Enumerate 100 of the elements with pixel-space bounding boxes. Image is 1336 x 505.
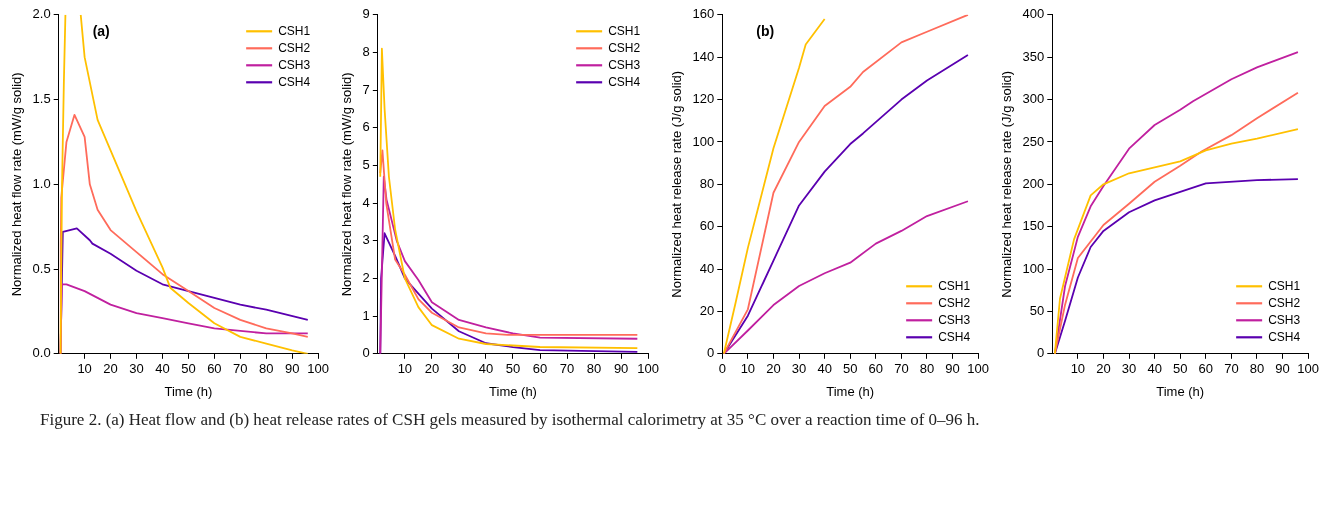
x-tick-label: 100 bbox=[1297, 361, 1320, 377]
x-tick-label: 50 bbox=[842, 361, 858, 377]
x-tick-label: 90 bbox=[1275, 361, 1290, 377]
y-tick-label: 2 bbox=[362, 270, 370, 286]
legend-label: CSH3 bbox=[608, 57, 641, 72]
y-tick-label: 7 bbox=[362, 81, 370, 97]
y-tick-label: 40 bbox=[699, 260, 715, 276]
x-tick-label: 80 bbox=[586, 361, 602, 377]
x-tick-label: 60 bbox=[207, 361, 222, 377]
legend-label: CSH2 bbox=[938, 295, 971, 310]
x-axis-title: Time (h) bbox=[1156, 383, 1205, 399]
y-tick-label: 9 bbox=[362, 6, 370, 22]
caption: Figure 2. (a) Heat flow and (b) heat release rates of CSH gels measured by isothermal calorimetry at 35 °C over a reaction time of 0–96 h. bbox=[39, 409, 981, 431]
annotation: (b) bbox=[756, 22, 775, 39]
y-tick-label: 1.5 bbox=[32, 91, 51, 107]
x-axis-title: Time (h) bbox=[826, 383, 875, 399]
x-tick-label: 40 bbox=[155, 361, 170, 377]
y-tick-label: 60 bbox=[699, 218, 715, 234]
y-axis-title: Normalized heat flow rate (mW/g solid) bbox=[9, 72, 25, 297]
y-tick-label: 1 bbox=[362, 307, 370, 323]
x-tick-label: 60 bbox=[868, 361, 884, 377]
legend-label: CSH4 bbox=[1268, 329, 1301, 344]
y-axis-title: Normalized heat release rate (J/g solid) bbox=[999, 70, 1015, 298]
y-tick-label: 140 bbox=[692, 48, 715, 64]
x-tick-label: 30 bbox=[451, 361, 467, 377]
y-tick-label: 0.0 bbox=[32, 345, 51, 361]
y-tick-label: 350 bbox=[1022, 48, 1045, 64]
y-tick-label: 300 bbox=[1022, 91, 1045, 107]
legend-label: CSH2 bbox=[1268, 295, 1301, 310]
x-axis-title: Time (h) bbox=[164, 383, 213, 399]
y-tick-label: 5 bbox=[362, 157, 370, 173]
y-tick-label: 100 bbox=[1022, 260, 1045, 276]
x-tick-label: 100 bbox=[967, 361, 990, 377]
y-tick-label: 0.5 bbox=[32, 260, 51, 276]
y-tick-label: 0 bbox=[707, 345, 715, 361]
x-tick-label: 20 bbox=[103, 361, 118, 377]
x-tick-label: 40 bbox=[1147, 361, 1162, 377]
y-axis-title: Normalized heat flow rate (mW/g solid) bbox=[339, 72, 355, 297]
x-tick-label: 50 bbox=[505, 361, 521, 377]
x-tick-label: 10 bbox=[740, 361, 756, 377]
x-tick-label: 10 bbox=[77, 361, 92, 377]
x-tick-label: 10 bbox=[1070, 361, 1086, 377]
y-axis-title: Normalized heat release rate (J/g solid) bbox=[669, 70, 685, 298]
legend-label: CSH2 bbox=[608, 40, 641, 55]
x-tick-label: 20 bbox=[1096, 361, 1111, 377]
legend-label: CSH3 bbox=[278, 57, 311, 72]
legend-label: CSH3 bbox=[1268, 312, 1301, 327]
x-tick-label: 20 bbox=[424, 361, 440, 377]
x-tick-label: 60 bbox=[1198, 361, 1214, 377]
x-tick-label: 40 bbox=[478, 361, 494, 377]
y-tick-label: 0 bbox=[362, 345, 370, 361]
x-tick-label: 60 bbox=[532, 361, 548, 377]
y-tick-label: 3 bbox=[362, 232, 370, 248]
y-tick-label: 250 bbox=[1022, 133, 1045, 149]
x-tick-label: 80 bbox=[259, 361, 274, 377]
x-tick-label: 30 bbox=[1121, 361, 1137, 377]
x-tick-label: 70 bbox=[233, 361, 248, 377]
y-tick-label: 50 bbox=[1029, 303, 1045, 318]
legend-label: CSH1 bbox=[1268, 278, 1301, 293]
y-tick-label: 160 bbox=[692, 6, 715, 22]
x-tick-label: 100 bbox=[637, 361, 660, 377]
x-tick-label: 30 bbox=[791, 361, 807, 377]
y-tick-label: 8 bbox=[362, 44, 370, 60]
x-tick-label: 50 bbox=[1172, 361, 1188, 377]
x-tick-label: 90 bbox=[613, 361, 629, 377]
y-tick-label: 80 bbox=[699, 175, 715, 191]
x-tick-label: 50 bbox=[181, 361, 196, 377]
x-tick-label: 80 bbox=[1249, 361, 1265, 377]
y-tick-label: 400 bbox=[1022, 6, 1045, 22]
legend-label: CSH2 bbox=[278, 40, 311, 55]
x-tick-label: 70 bbox=[559, 361, 575, 377]
y-tick-label: 4 bbox=[362, 194, 370, 210]
y-tick-label: 200 bbox=[1022, 175, 1045, 191]
y-tick-label: 6 bbox=[362, 119, 370, 135]
x-tick-label: 70 bbox=[894, 361, 909, 377]
legend-label: CSH1 bbox=[608, 23, 641, 38]
y-tick-label: 2.0 bbox=[32, 6, 51, 22]
x-tick-label: 80 bbox=[919, 361, 935, 377]
y-tick-label: 1.0 bbox=[32, 175, 51, 191]
x-tick-label: 90 bbox=[284, 361, 300, 377]
y-tick-label: 150 bbox=[1022, 218, 1045, 234]
legend-label: CSH3 bbox=[938, 312, 971, 327]
x-tick-label: 0 bbox=[718, 361, 726, 377]
annotation: (a) bbox=[92, 22, 110, 39]
x-tick-label: 10 bbox=[397, 361, 413, 377]
x-tick-label: 30 bbox=[129, 361, 144, 377]
x-tick-label: 90 bbox=[945, 361, 960, 377]
y-tick-label: 120 bbox=[692, 91, 715, 107]
legend-label: CSH4 bbox=[608, 74, 641, 89]
x-axis-title: Time (h) bbox=[489, 383, 537, 399]
y-tick-label: 20 bbox=[699, 303, 715, 318]
y-tick-label: 100 bbox=[692, 133, 715, 149]
x-tick-label: 40 bbox=[817, 361, 832, 377]
legend-label: CSH1 bbox=[278, 23, 311, 38]
y-tick-label: 0 bbox=[1037, 345, 1045, 361]
legend-label: CSH4 bbox=[938, 329, 971, 344]
x-tick-label: 100 bbox=[307, 361, 330, 377]
x-tick-label: 70 bbox=[1224, 361, 1239, 377]
legend-label: CSH4 bbox=[278, 74, 311, 89]
legend-label: CSH1 bbox=[938, 278, 971, 293]
